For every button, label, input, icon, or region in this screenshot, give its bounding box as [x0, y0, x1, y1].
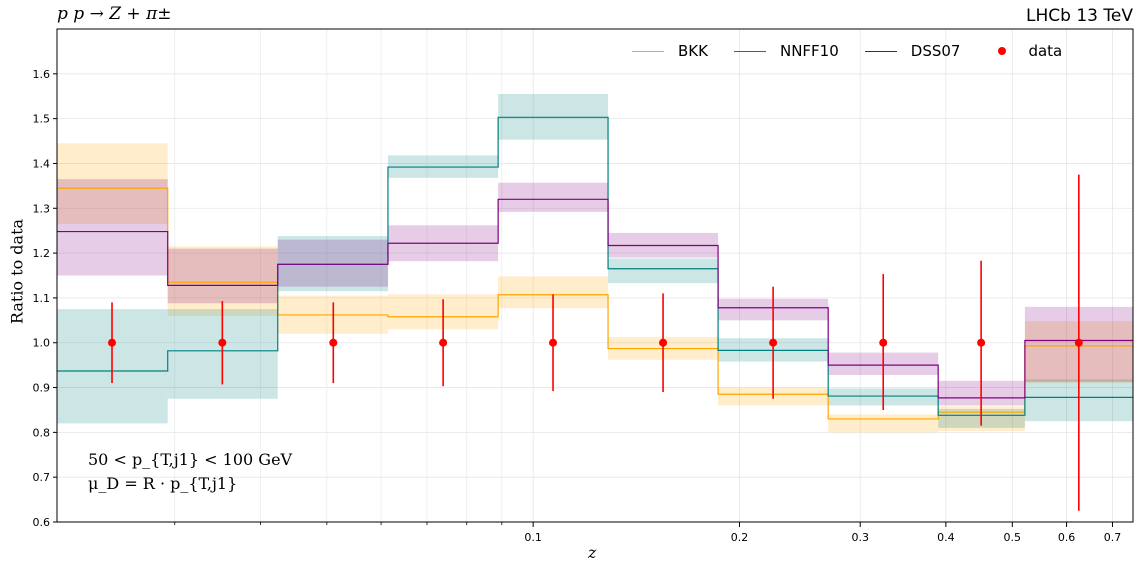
data-point — [329, 338, 338, 347]
line-nnff10 — [57, 116, 1133, 416]
legend-label-data: data — [1028, 42, 1063, 60]
plot-frame — [56, 28, 1134, 523]
data-point — [108, 338, 117, 347]
y-tick-label: 0.9 — [33, 382, 51, 395]
x-tick-label: 0.4 — [937, 531, 955, 544]
y-tick-label: 0.6 — [33, 516, 51, 529]
y-tick-label: 0.7 — [33, 471, 51, 484]
y-tick-label: 1.2 — [33, 247, 51, 260]
grid — [57, 29, 1133, 523]
legend: BKK NNFF10 DSS07 data — [632, 42, 1062, 60]
x-tick-label: 0.3 — [851, 531, 869, 544]
scale-annotation: μ_D = R · p_{T,j1} — [88, 474, 238, 493]
y-tick-label: 1.1 — [33, 292, 51, 305]
axis-ticks: 0.6 0.7 0.8 0.9 1.0 1.1 1.2 1.3 1.4 1.5 1.6 0.1 0.2 0… — [33, 68, 1122, 544]
y-tick-label: 1.4 — [33, 157, 51, 170]
y-tick-label: 1.5 — [33, 113, 51, 126]
x-tick-label: 0.1 — [524, 531, 542, 544]
x-tick-label: 0.5 — [1004, 531, 1022, 544]
y-axis-label: Ratio to data — [7, 218, 27, 325]
data-points — [108, 174, 1083, 511]
y-tick-label: 1.0 — [33, 337, 51, 350]
legend-item-nnff10: NNFF10 — [733, 42, 839, 60]
band-dss07 — [57, 179, 168, 276]
x-tick-label: 0.2 — [731, 531, 749, 544]
data-point — [1074, 338, 1083, 347]
x-tick-label: 0.7 — [1104, 531, 1122, 544]
band-nnff10 — [608, 258, 719, 284]
uncertainty-bands — [57, 93, 1133, 433]
data-point — [218, 338, 227, 347]
x-axis-label: z — [588, 543, 597, 562]
legend-label-dss07: DSS07 — [910, 42, 961, 60]
legend-label-nnff10: NNFF10 — [779, 42, 839, 60]
y-tick-label: 0.8 — [33, 426, 51, 439]
pt-range-annotation: 50 < p_{T,j1} < 100 GeV — [88, 450, 293, 469]
data-point — [659, 338, 668, 347]
data-point — [977, 338, 986, 347]
data-point — [769, 338, 778, 347]
legend-line-dss07 — [864, 50, 897, 52]
legend-line-nnff10 — [733, 50, 766, 52]
y-tick-label: 1.6 — [33, 68, 51, 81]
line-dss07 — [57, 198, 1133, 399]
legend-item-dss07: DSS07 — [864, 42, 961, 60]
series-lines — [57, 116, 1133, 420]
band-nnff10 — [277, 236, 388, 292]
process-title: p p → Z + π± — [57, 4, 172, 24]
legend-line-bkk — [632, 50, 664, 52]
data-point — [549, 338, 558, 347]
legend-label-bkk: BKK — [678, 42, 708, 60]
band-dss07 — [167, 248, 278, 304]
legend-item-data: data — [986, 42, 1062, 60]
band-bkk — [57, 143, 168, 224]
legend-marker-data — [998, 47, 1007, 55]
band-dss07 — [498, 182, 609, 212]
band-bkk — [828, 414, 939, 433]
experiment-title: LHCb 13 TeV — [1026, 6, 1133, 26]
data-point — [439, 338, 448, 347]
data-point — [879, 338, 888, 347]
y-tick-label: 1.3 — [33, 202, 51, 215]
legend-item-bkk: BKK — [632, 42, 708, 60]
x-tick-label: 0.6 — [1058, 531, 1076, 544]
band-dss07 — [277, 239, 388, 287]
